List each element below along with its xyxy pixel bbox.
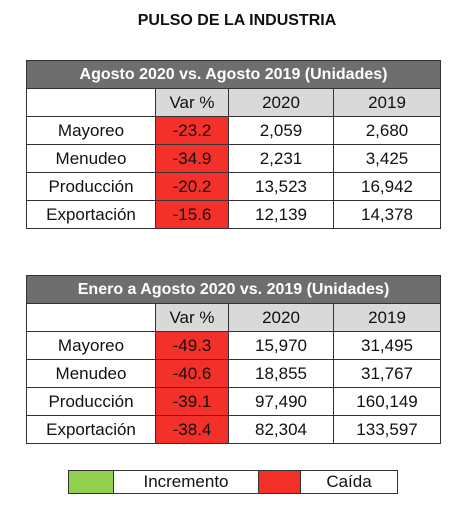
var-cell: -49.3	[155, 331, 229, 360]
data-row: Mayoreo -23.2 2,059 2,680	[26, 116, 441, 145]
empty-cell	[26, 303, 156, 332]
value-cell: 2,059	[228, 116, 334, 145]
column-header: 2019	[333, 88, 441, 117]
column-header: Var %	[155, 303, 229, 332]
value-cell: 15,970	[228, 331, 334, 360]
data-row: Producción -20.2 13,523 16,942	[26, 172, 441, 201]
data-row: Exportación -15.6 12,139 14,378	[26, 200, 441, 229]
header-row: Var % 2020 2019	[26, 303, 442, 332]
value-cell: 97,490	[228, 387, 334, 416]
value-cell: 13,523	[228, 172, 334, 201]
page-title: PULSO DE LA INDUSTRIA	[137, 12, 337, 29]
row-label: Exportación	[26, 415, 156, 444]
row-label: Menudeo	[26, 144, 156, 173]
row-label: Mayoreo	[26, 331, 156, 360]
title-row: Agosto 2020 vs. Agosto 2019 (Unidades)	[26, 60, 441, 89]
value-cell: 31,495	[332, 331, 442, 360]
value-cell: 3,425	[333, 144, 441, 173]
table-title: Agosto 2020 vs. Agosto 2019 (Unidades)	[26, 60, 441, 89]
legend-swatch	[258, 470, 301, 494]
data-row: Mayoreo -49.3 15,970 31,495	[26, 331, 442, 360]
value-cell: 82,304	[228, 415, 334, 444]
row-label: Mayoreo	[26, 116, 156, 145]
value-cell: 12,139	[228, 200, 334, 229]
var-cell: -20.2	[155, 172, 229, 201]
value-cell: 2,231	[228, 144, 334, 173]
data-table: Enero a Agosto 2020 vs. 2019 (Unidades) V…	[25, 275, 442, 444]
column-header: 2019	[332, 303, 442, 332]
data-row: Exportación -38.4 82,304 133,597	[26, 415, 442, 444]
var-cell: -38.4	[155, 415, 229, 444]
var-cell: -40.6	[155, 359, 229, 388]
data-table: Agosto 2020 vs. Agosto 2019 (Unidades) Va…	[26, 60, 441, 229]
var-cell: -23.2	[155, 116, 229, 145]
data-row: Menudeo -34.9 2,231 3,425	[26, 144, 441, 173]
column-header: 2020	[228, 88, 334, 117]
legend-label: Caída	[300, 470, 398, 494]
row-label: Producción	[26, 387, 156, 416]
header-row: Var % 2020 2019	[26, 88, 441, 117]
value-cell: 133,597	[332, 415, 442, 444]
var-cell: -15.6	[155, 200, 229, 229]
value-cell: 2,680	[333, 116, 441, 145]
row-label: Producción	[26, 172, 156, 201]
data-row: Producción -39.1 97,490 160,149	[26, 387, 442, 416]
legend-swatch	[68, 470, 114, 494]
value-cell: 160,149	[332, 387, 442, 416]
value-cell: 31,767	[332, 359, 442, 388]
legend: Incremento Caída	[68, 470, 398, 494]
var-cell: -39.1	[155, 387, 229, 416]
value-cell: 14,378	[333, 200, 441, 229]
table-title: Enero a Agosto 2020 vs. 2019 (Unidades)	[25, 275, 442, 304]
row-label: Menudeo	[26, 359, 156, 388]
var-cell: -34.9	[155, 144, 229, 173]
row-label: Exportación	[26, 200, 156, 229]
title-row: Enero a Agosto 2020 vs. 2019 (Unidades)	[25, 275, 442, 304]
value-cell: 18,855	[228, 359, 334, 388]
empty-cell	[26, 88, 156, 117]
column-header: 2020	[228, 303, 334, 332]
value-cell: 16,942	[333, 172, 441, 201]
column-header: Var %	[155, 88, 229, 117]
data-row: Menudeo -40.6 18,855 31,767	[26, 359, 442, 388]
legend-label: Incremento	[113, 470, 259, 494]
